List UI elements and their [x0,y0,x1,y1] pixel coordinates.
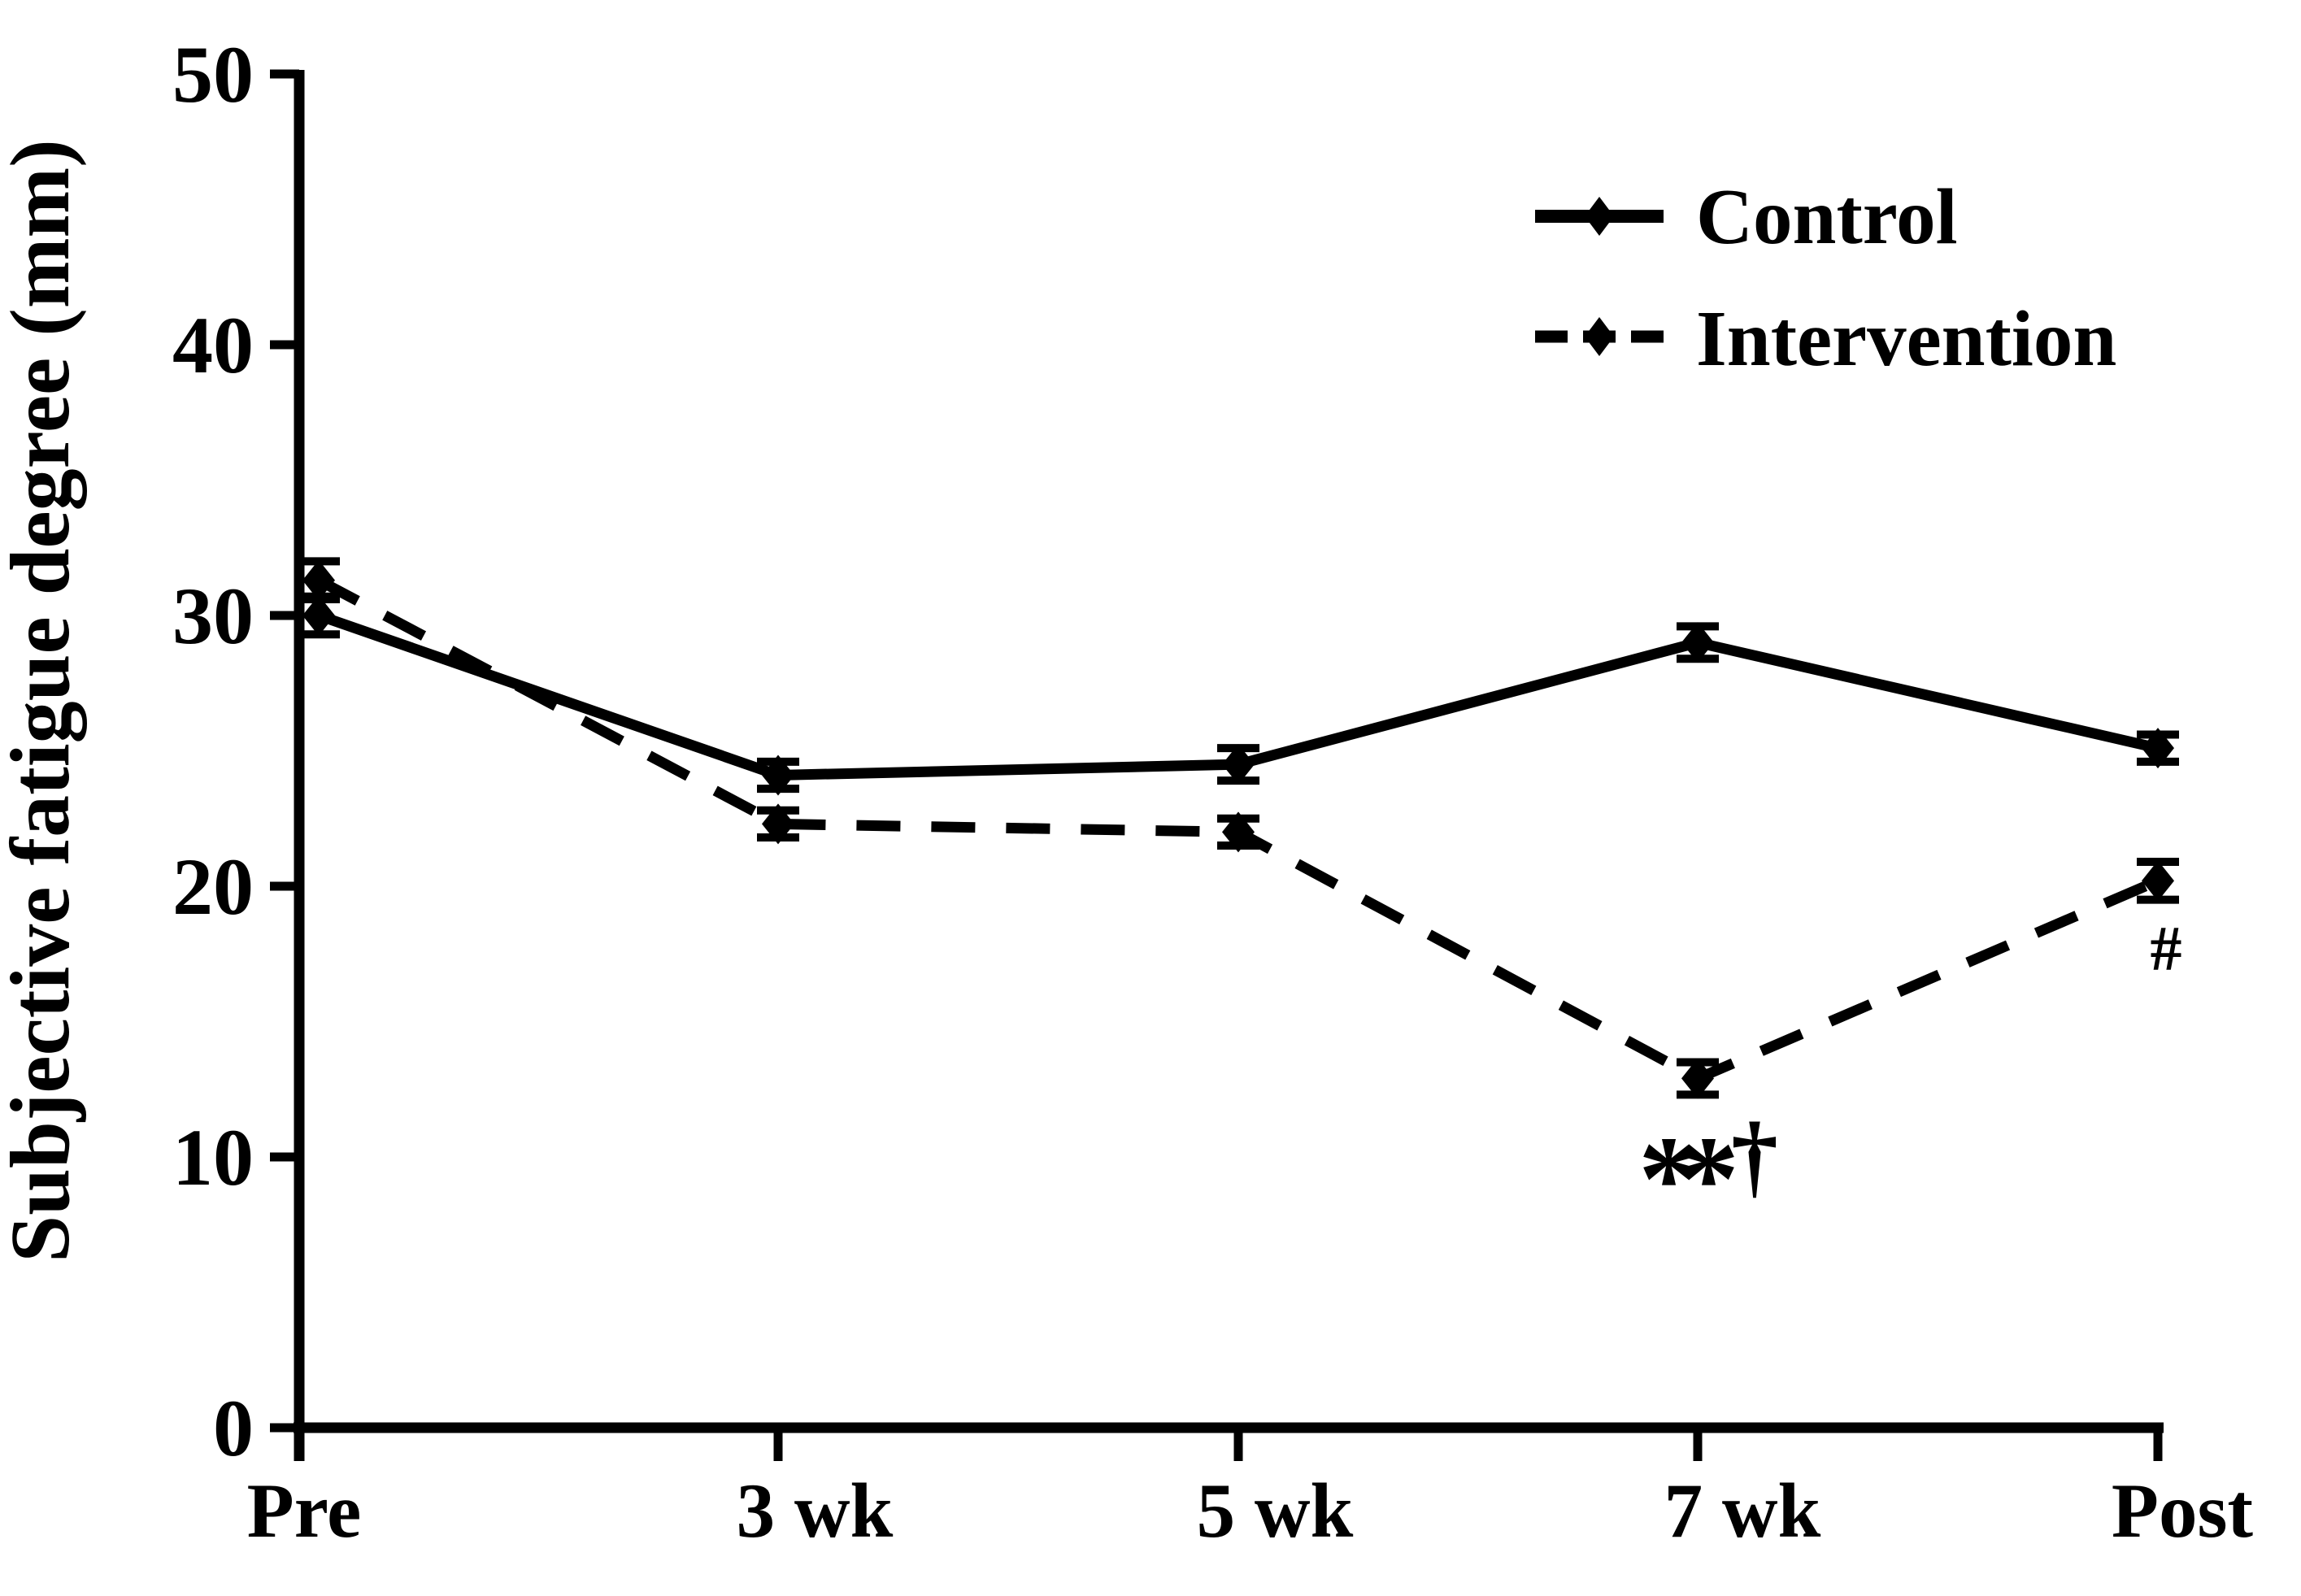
x-tick-label: 7 wk [1664,1468,1821,1554]
y-tick-label: 0 [213,1383,254,1473]
legend-item-control: Control [1535,173,1958,260]
legend-diamond-marker-icon [1585,197,1614,236]
data-point-control [302,595,335,636]
annotation-dagger: † [1731,1104,1778,1208]
data-point-control [1681,622,1714,663]
data-point-intervention [762,803,794,845]
y-axis-title: Subjective fatigue degree (mm) [0,139,87,1262]
legend-diamond-marker-icon [1585,317,1614,356]
legend: Control Intervention [1535,173,2116,382]
data-point-control [2142,728,2174,769]
legend-label-intervention: Intervention [1696,295,2116,382]
legend-item-intervention: Intervention [1535,295,2116,382]
annotation-asterisks: ** [1638,1111,1734,1246]
y-tick-label: 40 [172,300,254,390]
data-point-intervention [302,559,335,601]
x-tick-label: Post [2112,1468,2254,1554]
annotation-hash: # [2151,913,2182,984]
data-point-intervention [1222,811,1255,853]
x-tick-label: Pre [247,1468,362,1554]
legend-label-control: Control [1696,173,1958,260]
data-point-intervention [2142,860,2174,902]
x-tick-label: 5 wk [1197,1468,1354,1554]
data-point-intervention [1681,1058,1714,1099]
y-tick-label: 50 [172,29,254,120]
data-point-control [1222,744,1255,785]
data-point-control [762,755,794,796]
plot-area: 0 10 20 30 40 50 Pre 3 wk 5 wk 7 wk Post [172,29,2253,1554]
y-tick-label: 10 [172,1112,254,1202]
y-tick-label: 20 [172,841,254,932]
x-tick-label: 3 wk [737,1468,894,1554]
y-tick-label: 30 [172,571,254,661]
